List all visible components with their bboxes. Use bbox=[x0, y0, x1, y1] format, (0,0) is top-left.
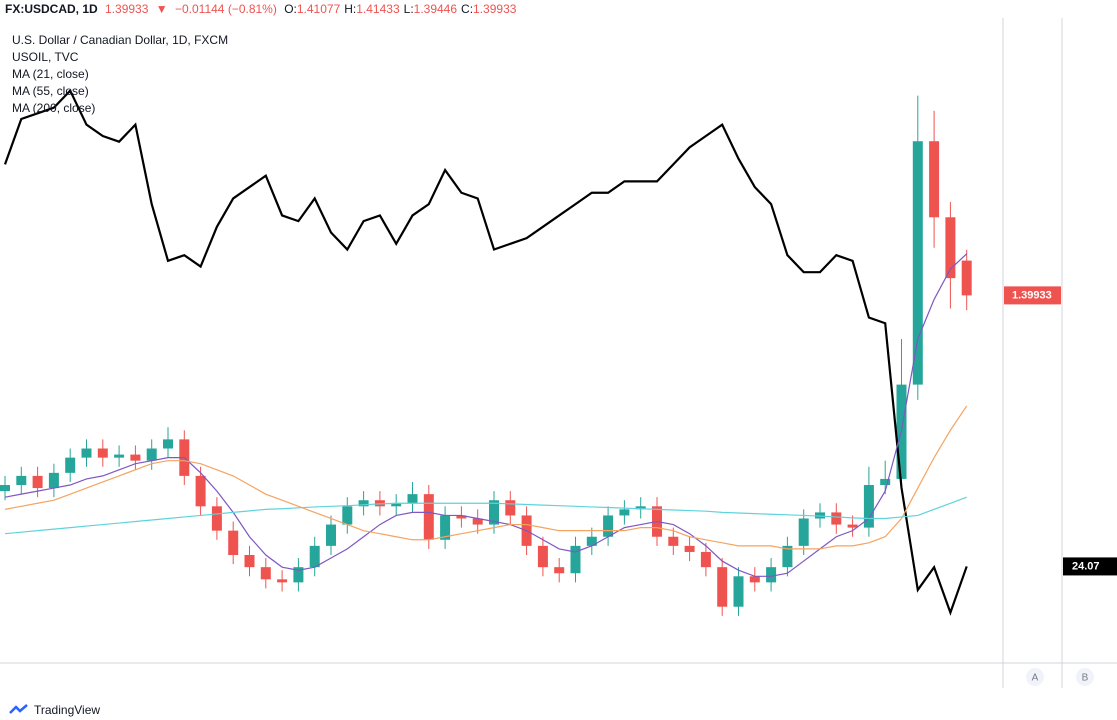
candle-body bbox=[847, 524, 858, 528]
header: FX:USDCAD, 1D 1.39933 ▼ −0.01144 (−0.81%… bbox=[5, 2, 524, 16]
candle-body bbox=[570, 545, 581, 574]
change: −0.01144 (−0.81%) bbox=[174, 2, 277, 16]
axis-button[interactable] bbox=[1026, 668, 1044, 686]
candle-body bbox=[146, 448, 157, 461]
ohlc-value: 1.41433 bbox=[356, 2, 400, 16]
candle-body bbox=[130, 454, 141, 461]
series-line bbox=[4, 496, 967, 535]
series-line bbox=[4, 405, 968, 550]
candle-body bbox=[619, 509, 630, 516]
candle-body bbox=[635, 506, 646, 510]
candle-body bbox=[293, 567, 304, 583]
candle-body bbox=[749, 576, 760, 583]
candle-body bbox=[228, 530, 239, 555]
candle-body bbox=[374, 500, 385, 507]
candle-body bbox=[863, 485, 874, 528]
candle-body bbox=[277, 579, 288, 583]
candle-body bbox=[391, 503, 402, 507]
candle-body bbox=[81, 448, 92, 458]
candle-body bbox=[407, 494, 418, 504]
candle-body bbox=[717, 567, 728, 607]
last-price-label: 1.39933 bbox=[1012, 289, 1052, 301]
candle-body bbox=[342, 506, 353, 525]
candle-body bbox=[309, 545, 320, 568]
ohlc-label: O: bbox=[284, 2, 297, 16]
candle-body bbox=[831, 512, 842, 525]
candle-body bbox=[163, 439, 173, 449]
candle-body bbox=[423, 494, 434, 540]
legend-entry: MA (200, close) bbox=[12, 101, 95, 115]
candle-body bbox=[472, 518, 483, 525]
last-oil-label: 24.07 bbox=[1072, 560, 1100, 572]
axis-button[interactable] bbox=[1076, 668, 1094, 686]
ohlc-value: 1.39446 bbox=[413, 2, 458, 16]
candle-body bbox=[880, 478, 891, 486]
candle-body bbox=[48, 472, 59, 489]
candle-body bbox=[537, 545, 548, 568]
candle-body bbox=[16, 475, 27, 486]
last-price: 1.39933 bbox=[105, 2, 149, 16]
candle-body bbox=[97, 448, 108, 458]
candle-body bbox=[0, 485, 10, 492]
candle-body bbox=[586, 536, 597, 546]
candle-body bbox=[440, 515, 451, 540]
candle-body bbox=[554, 567, 565, 574]
ohlc-value: 1.39933 bbox=[473, 2, 517, 16]
candle-body bbox=[195, 475, 206, 507]
last-price-box bbox=[1004, 286, 1061, 305]
brand: TradingView bbox=[34, 703, 101, 717]
candle-body bbox=[32, 475, 43, 489]
legend-entry: MA (21, close) bbox=[12, 67, 89, 81]
candle-body bbox=[798, 518, 809, 546]
candle-body bbox=[929, 141, 940, 218]
candle-body bbox=[505, 500, 516, 516]
ohlc: O:1.41077 H:1.41433 L:1.39446 C:1.39933 bbox=[284, 2, 520, 16]
candle-body bbox=[260, 567, 271, 580]
symbol: FX:USDCAD, 1D bbox=[5, 2, 98, 16]
candle-body bbox=[700, 551, 711, 568]
candle-body bbox=[456, 515, 467, 519]
candle-body bbox=[358, 500, 369, 507]
arrow: ▼ bbox=[155, 2, 168, 16]
footer: TradingView bbox=[8, 703, 100, 717]
candle-body bbox=[912, 141, 923, 385]
candle-body bbox=[326, 524, 336, 546]
candle-body bbox=[211, 506, 222, 531]
ohlc-label: H: bbox=[344, 2, 357, 16]
chart: A B USOIL, TVC MA (21, close) MA (55, close)… bbox=[0, 18, 1117, 688]
axis-button-label: A bbox=[1032, 673, 1039, 684]
candle-body bbox=[603, 515, 614, 537]
ohlc-label: C: bbox=[461, 2, 474, 16]
series-line bbox=[4, 253, 968, 577]
candle-body bbox=[489, 500, 499, 525]
candle-body bbox=[815, 512, 825, 519]
last-oil-box bbox=[1063, 557, 1117, 576]
legend-entry: MA (55, close) bbox=[12, 84, 89, 98]
logo bbox=[9, 704, 28, 714]
background bbox=[0, 18, 1117, 688]
candle-body bbox=[782, 545, 793, 568]
candle-body bbox=[65, 457, 76, 473]
candle-body bbox=[668, 536, 679, 546]
legend-entry: USOIL, TVC bbox=[12, 50, 79, 64]
axis-button-label: B bbox=[1082, 673, 1089, 684]
candle-body bbox=[766, 567, 777, 583]
legend-title: U.S. Dollar / Canadian Dollar, 1D, FXCM bbox=[12, 33, 228, 47]
candle-body bbox=[733, 576, 744, 607]
candle-body bbox=[961, 260, 972, 296]
candle-body bbox=[244, 554, 255, 568]
candle-body bbox=[114, 454, 125, 458]
ohlc-value: 1.41077 bbox=[296, 2, 341, 16]
candle-body bbox=[945, 217, 956, 279]
series-line bbox=[3, 88, 968, 616]
ohlc-label: L: bbox=[403, 2, 414, 16]
candle-body bbox=[684, 545, 695, 552]
